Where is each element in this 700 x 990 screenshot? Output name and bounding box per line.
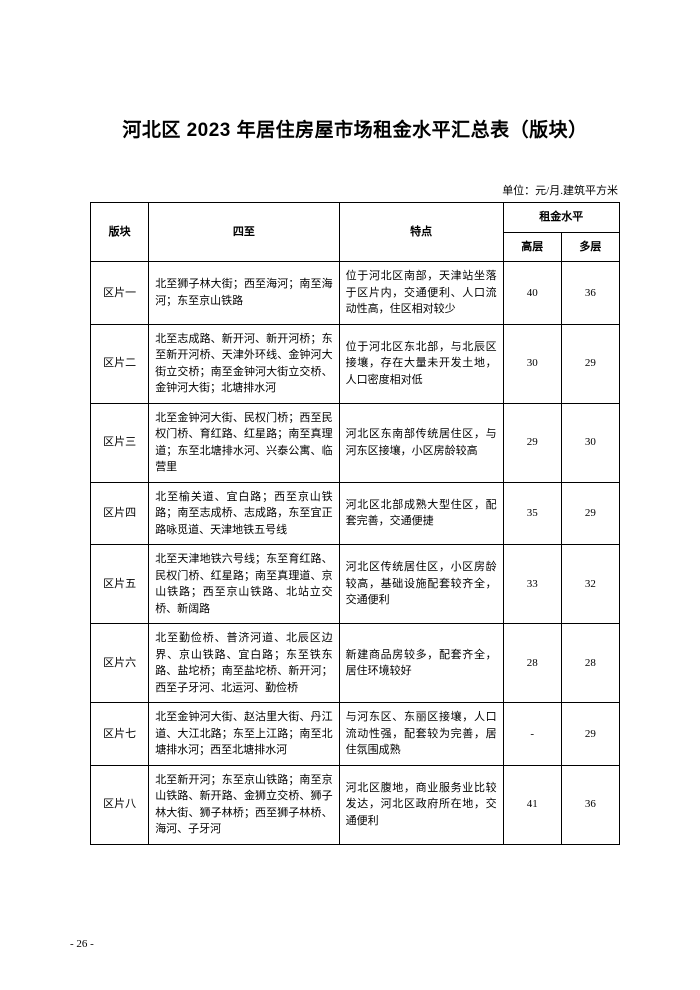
cell-area: 区片四 [91,482,149,545]
table-row: 区片七 北至金钟河大街、赵沽里大街、丹江道、大江北路；东至上江路；南至北塘排水河… [91,703,620,766]
table-row: 区片四 北至榆关道、宜白路；西至京山铁路；南至志成桥、志成路，东至宜正路咏觅道、… [91,482,620,545]
cell-high: 33 [503,545,561,624]
cell-boundary: 北至榆关道、宜白路；西至京山铁路；南至志成桥、志成路，东至宜正路咏觅道、天津地铁… [149,482,339,545]
cell-boundary: 北至金钟河大街、赵沽里大街、丹江道、大江北路；东至上江路；南至北塘排水河；西至北… [149,703,339,766]
cell-high: 28 [503,624,561,703]
cell-feature: 河北区传统居住区，小区房龄较高，基础设施配套较齐全，交通便利 [339,545,503,624]
rent-summary-table: 版块 四至 特点 租金水平 高层 多层 区片一 北至狮子林大街；西至海河；南至海… [90,202,620,845]
cell-multi: 36 [561,262,619,325]
cell-feature: 河北区腹地，商业服务业比较发达，河北区政府所在地，交通便利 [339,765,503,844]
cell-multi: 36 [561,765,619,844]
cell-area: 区片七 [91,703,149,766]
cell-boundary: 北至新开河；东至京山铁路；南至京山铁路、新开路、金狮立交桥、狮子林大街、狮子林桥… [149,765,339,844]
cell-area: 区片一 [91,262,149,325]
cell-multi: 29 [561,482,619,545]
cell-multi: 30 [561,403,619,482]
cell-high: 35 [503,482,561,545]
cell-multi: 32 [561,545,619,624]
cell-area: 区片三 [91,403,149,482]
cell-feature: 与河东区、东丽区接壤，人口流动性强，配套较为完善，居住氛围成熟 [339,703,503,766]
cell-feature: 新建商品房较多，配套齐全，居住环境较好 [339,624,503,703]
table-row: 区片五 北至天津地铁六号线；东至育红路、民权门桥、红星路；南至真理道、京山铁路；… [91,545,620,624]
cell-high: 29 [503,403,561,482]
col-header-high: 高层 [503,232,561,262]
cell-boundary: 北至金钟河大街、民权门桥；西至民权门桥、育红路、红星路；南至真理道；东至北塘排水… [149,403,339,482]
cell-high: 41 [503,765,561,844]
cell-high: 30 [503,324,561,403]
unit-label: 单位：元/月.建筑平方米 [90,182,620,198]
col-header-feature: 特点 [339,203,503,262]
cell-multi: 29 [561,703,619,766]
table-row: 区片一 北至狮子林大街；西至海河；南至海河；东至京山铁路 位于河北区南部，天津站… [91,262,620,325]
cell-multi: 29 [561,324,619,403]
cell-boundary: 北至狮子林大街；西至海河；南至海河；东至京山铁路 [149,262,339,325]
cell-multi: 28 [561,624,619,703]
table-row: 区片三 北至金钟河大街、民权门桥；西至民权门桥、育红路、红星路；南至真理道；东至… [91,403,620,482]
cell-boundary: 北至志成路、新开河、新开河桥；东至新开河桥、天津外环线、金钟河大街立交桥；南至金… [149,324,339,403]
cell-feature: 河北区北部成熟大型住区，配套完善，交通便捷 [339,482,503,545]
col-header-rent-group: 租金水平 [503,203,619,233]
cell-high: 40 [503,262,561,325]
document-page: 河北区 2023 年居住房屋市场租金水平汇总表（版块） 单位：元/月.建筑平方米… [0,0,700,990]
cell-area: 区片二 [91,324,149,403]
page-title: 河北区 2023 年居住房屋市场租金水平汇总表（版块） [90,115,620,142]
cell-boundary: 北至天津地铁六号线；东至育红路、民权门桥、红星路；南至真理道、京山铁路；西至京山… [149,545,339,624]
cell-feature: 河北区东南部传统居住区，与河东区接壤，小区房龄较高 [339,403,503,482]
cell-feature: 位于河北区东北部，与北辰区接壤，存在大量未开发土地，人口密度相对低 [339,324,503,403]
cell-area: 区片六 [91,624,149,703]
table-header-row-1: 版块 四至 特点 租金水平 [91,203,620,233]
cell-high: - [503,703,561,766]
table-row: 区片八 北至新开河；东至京山铁路；南至京山铁路、新开路、金狮立交桥、狮子林大街、… [91,765,620,844]
cell-area: 区片五 [91,545,149,624]
col-header-boundary: 四至 [149,203,339,262]
page-number: - 26 - [70,938,94,950]
cell-boundary: 北至勤俭桥、普济河道、北辰区边界、京山铁路、宜白路；东至铁东路、盐坨桥；南至盐坨… [149,624,339,703]
col-header-area: 版块 [91,203,149,262]
table-row: 区片二 北至志成路、新开河、新开河桥；东至新开河桥、天津外环线、金钟河大街立交桥… [91,324,620,403]
col-header-multi: 多层 [561,232,619,262]
cell-area: 区片八 [91,765,149,844]
cell-feature: 位于河北区南部，天津站坐落于区片内，交通便利、人口流动性高，住区相对较少 [339,262,503,325]
table-row: 区片六 北至勤俭桥、普济河道、北辰区边界、京山铁路、宜白路；东至铁东路、盐坨桥；… [91,624,620,703]
